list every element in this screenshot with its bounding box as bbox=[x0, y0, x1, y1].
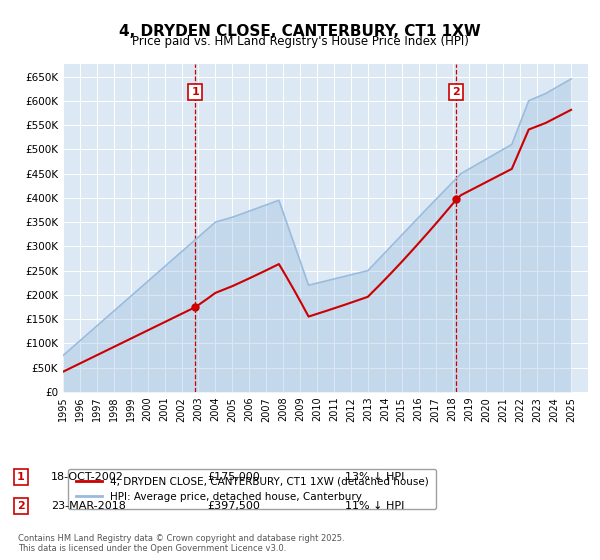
Text: 23-MAR-2018: 23-MAR-2018 bbox=[51, 501, 126, 511]
Text: 4, DRYDEN CLOSE, CANTERBURY, CT1 1XW: 4, DRYDEN CLOSE, CANTERBURY, CT1 1XW bbox=[119, 24, 481, 39]
Text: £397,500: £397,500 bbox=[207, 501, 260, 511]
Text: 2: 2 bbox=[452, 87, 460, 97]
Legend: 4, DRYDEN CLOSE, CANTERBURY, CT1 1XW (detached house), HPI: Average price, detac: 4, DRYDEN CLOSE, CANTERBURY, CT1 1XW (de… bbox=[68, 469, 436, 509]
Text: £175,000: £175,000 bbox=[207, 472, 260, 482]
Text: Contains HM Land Registry data © Crown copyright and database right 2025.
This d: Contains HM Land Registry data © Crown c… bbox=[18, 534, 344, 553]
Text: 13% ↓ HPI: 13% ↓ HPI bbox=[345, 472, 404, 482]
Text: 1: 1 bbox=[17, 472, 25, 482]
Text: 18-OCT-2002: 18-OCT-2002 bbox=[51, 472, 124, 482]
Text: 1: 1 bbox=[191, 87, 199, 97]
Text: 2: 2 bbox=[17, 501, 25, 511]
Text: Price paid vs. HM Land Registry's House Price Index (HPI): Price paid vs. HM Land Registry's House … bbox=[131, 35, 469, 48]
Text: 11% ↓ HPI: 11% ↓ HPI bbox=[345, 501, 404, 511]
